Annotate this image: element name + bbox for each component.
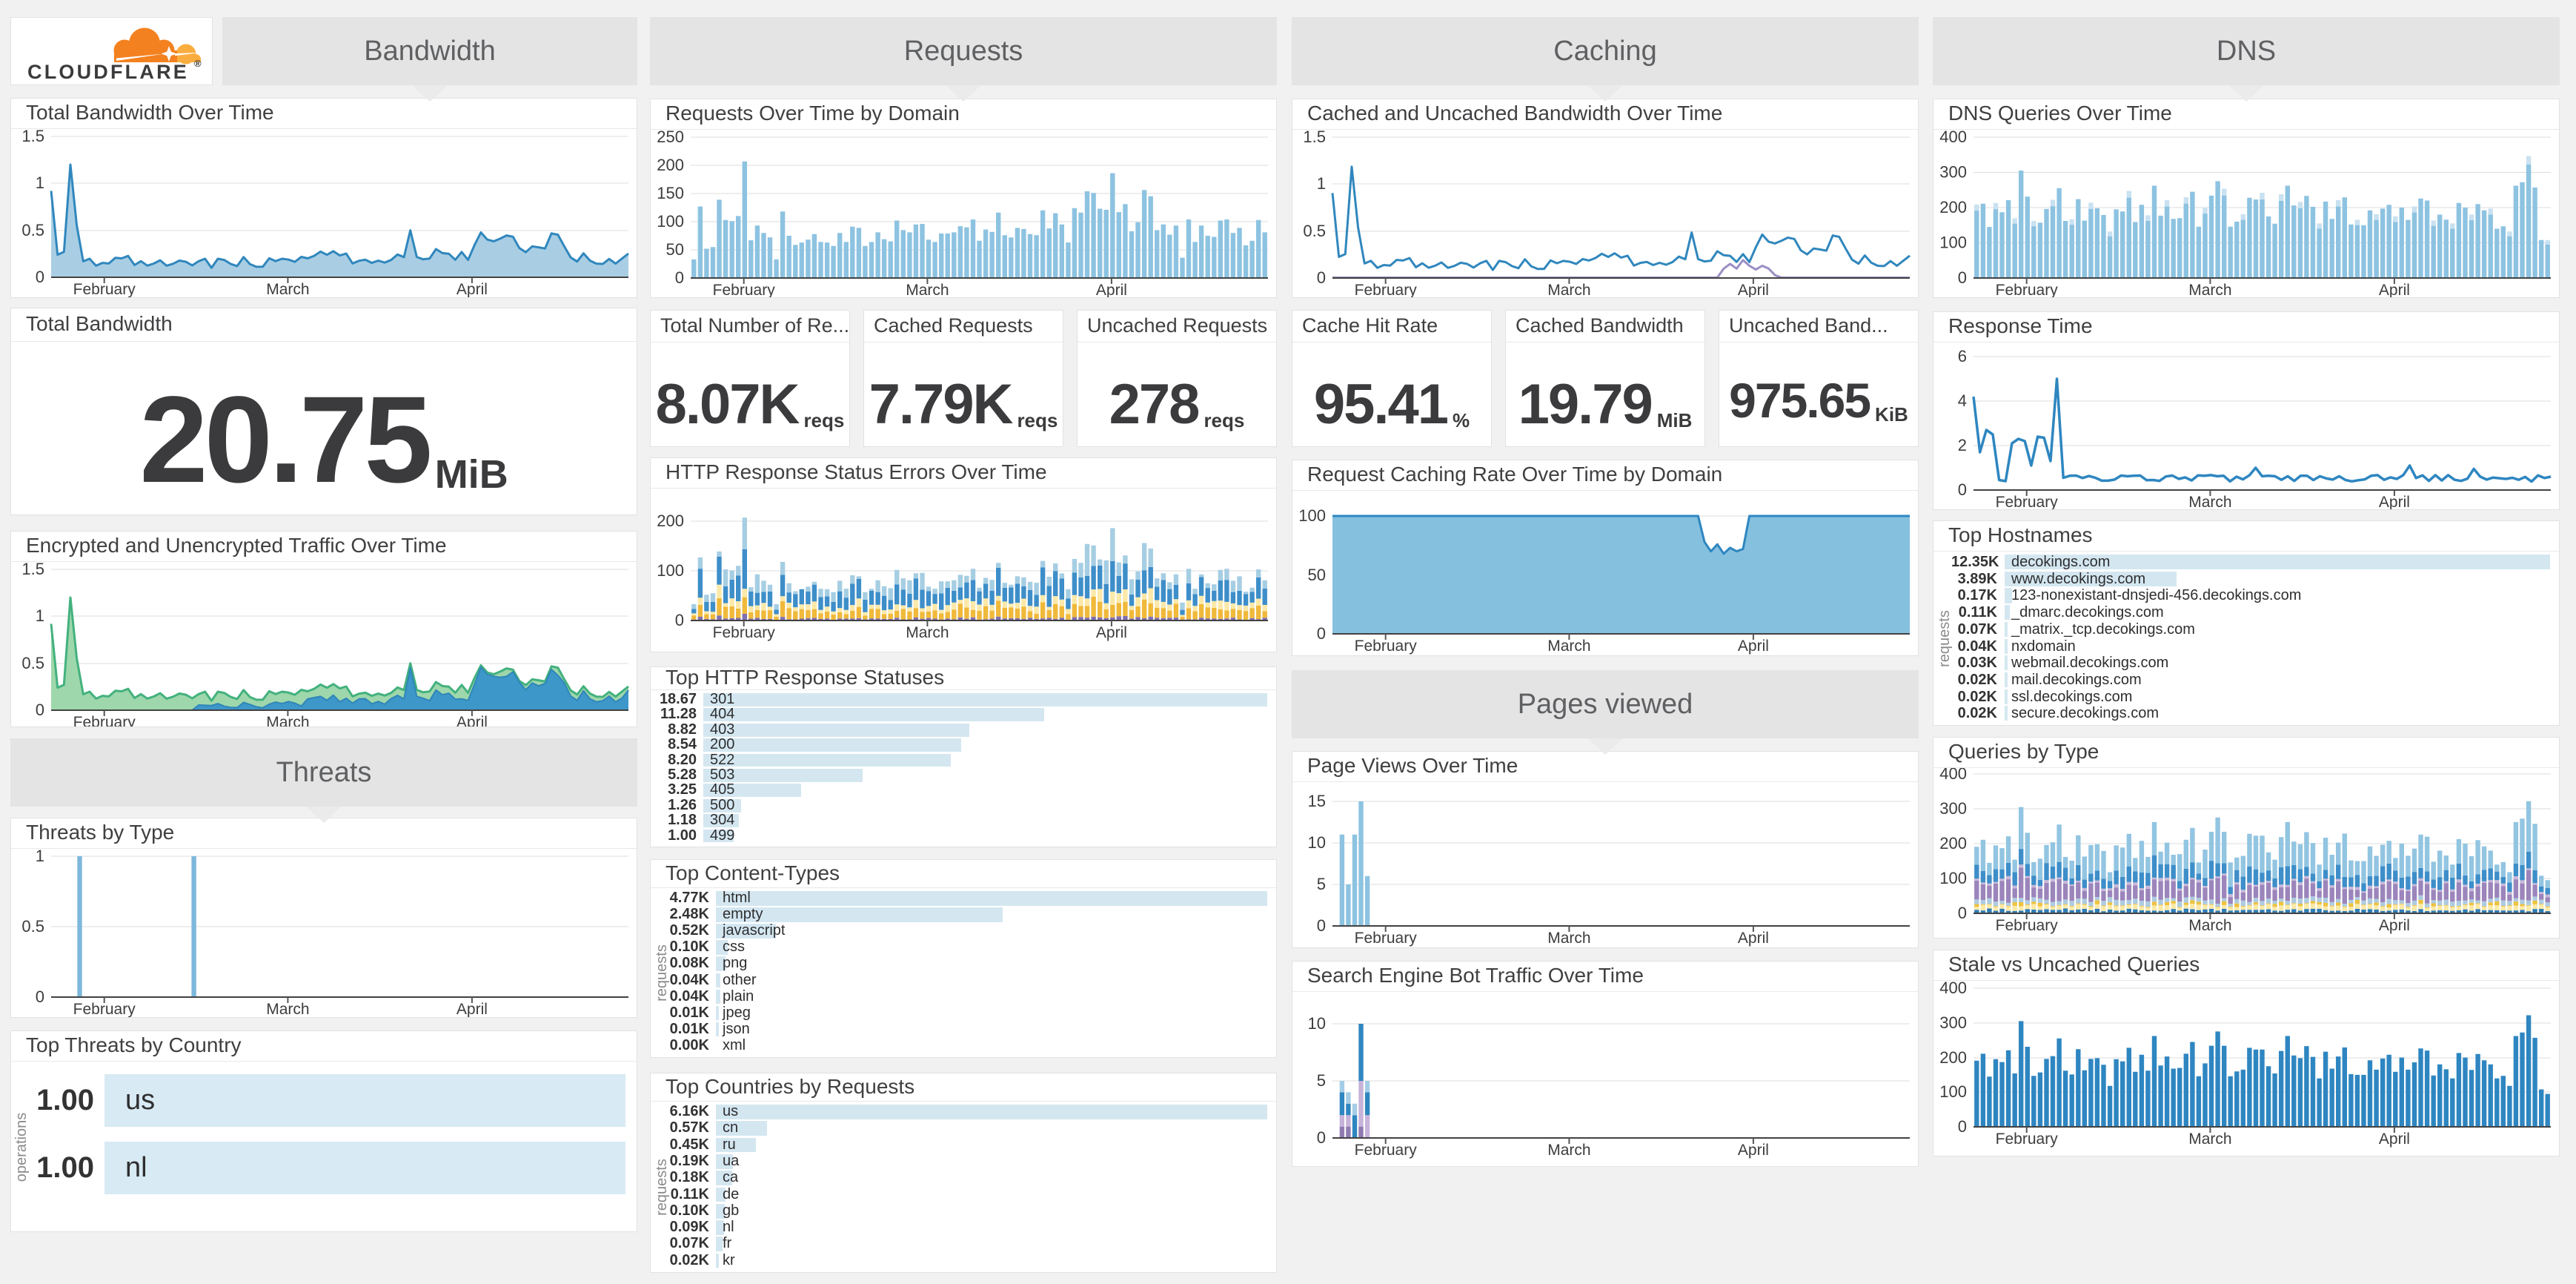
svg-text:50: 50 <box>666 240 684 259</box>
svg-text:0: 0 <box>675 611 684 629</box>
svg-text:0: 0 <box>1317 268 1326 287</box>
svg-text:0.5: 0.5 <box>21 221 44 239</box>
svg-text:0: 0 <box>1958 904 1967 922</box>
svg-text:250: 250 <box>657 130 684 146</box>
svg-text:1.5: 1.5 <box>21 562 44 578</box>
svg-text:April: April <box>457 714 488 727</box>
svg-text:300: 300 <box>1939 1013 1967 1032</box>
svg-text:0: 0 <box>1317 624 1326 643</box>
svg-text:March: March <box>906 624 949 641</box>
svg-text:March: March <box>906 282 949 298</box>
svg-text:February: February <box>1355 930 1418 947</box>
svg-text:0: 0 <box>36 701 44 719</box>
svg-text:February: February <box>73 1001 136 1018</box>
svg-text:April: April <box>2379 494 2410 510</box>
svg-text:February: February <box>73 714 136 727</box>
svg-text:®: ® <box>194 58 202 69</box>
svg-text:1: 1 <box>1317 174 1326 193</box>
svg-text:March: March <box>1547 638 1590 655</box>
svg-text:6: 6 <box>1958 347 1967 365</box>
svg-text:February: February <box>1355 282 1418 298</box>
svg-text:March: March <box>266 1001 309 1018</box>
svg-text:5: 5 <box>1317 875 1326 893</box>
svg-text:March: March <box>2188 917 2231 934</box>
svg-text:March: March <box>2188 494 2231 510</box>
svg-text:100: 100 <box>1939 234 1967 252</box>
svg-text:0: 0 <box>1958 268 1967 287</box>
svg-text:10: 10 <box>1308 833 1326 852</box>
svg-text:400: 400 <box>1939 130 1967 146</box>
svg-text:April: April <box>1738 638 1769 655</box>
svg-text:200: 200 <box>1939 834 1967 853</box>
svg-text:400: 400 <box>1939 768 1967 783</box>
svg-text:10: 10 <box>1308 1014 1326 1033</box>
svg-text:April: April <box>457 281 488 298</box>
svg-text:February: February <box>1355 1142 1418 1159</box>
svg-text:March: March <box>1547 1142 1590 1159</box>
svg-text:5: 5 <box>1317 1071 1326 1090</box>
svg-text:100: 100 <box>1939 1082 1967 1101</box>
svg-text:4: 4 <box>1958 391 1967 410</box>
svg-text:February: February <box>73 281 136 298</box>
svg-text:April: April <box>1738 930 1769 947</box>
svg-text:200: 200 <box>657 512 684 530</box>
svg-text:0: 0 <box>36 987 44 1006</box>
svg-text:200: 200 <box>1939 198 1967 216</box>
svg-text:April: April <box>457 1001 488 1018</box>
svg-text:February: February <box>713 282 776 298</box>
svg-text:300: 300 <box>1939 799 1967 818</box>
svg-text:0: 0 <box>36 268 44 286</box>
svg-text:February: February <box>1996 917 2059 934</box>
svg-text:0.5: 0.5 <box>21 917 44 936</box>
svg-text:April: April <box>1096 624 1127 641</box>
svg-text:200: 200 <box>1939 1048 1967 1067</box>
svg-text:April: April <box>1738 1142 1769 1159</box>
svg-text:1.5: 1.5 <box>21 129 44 145</box>
svg-text:February: February <box>1355 638 1418 655</box>
svg-text:March: March <box>1547 930 1590 947</box>
svg-text:200: 200 <box>657 156 684 174</box>
svg-text:February: February <box>1996 494 2059 510</box>
svg-text:April: April <box>1738 282 1769 298</box>
svg-text:400: 400 <box>1939 981 1967 997</box>
svg-text:0: 0 <box>1317 916 1326 935</box>
svg-text:March: March <box>2188 1131 2231 1148</box>
svg-text:1: 1 <box>36 173 44 192</box>
svg-text:2: 2 <box>1958 436 1967 454</box>
svg-text:100: 100 <box>657 212 684 231</box>
svg-text:CLOUDFLARE: CLOUDFLARE <box>27 61 189 82</box>
svg-text:0: 0 <box>1317 1128 1326 1147</box>
svg-text:March: March <box>2188 282 2231 298</box>
svg-text:0.5: 0.5 <box>21 654 44 672</box>
svg-text:April: April <box>2379 282 2410 298</box>
svg-text:1.5: 1.5 <box>1303 130 1326 146</box>
svg-text:February: February <box>1996 282 2059 298</box>
svg-text:March: March <box>266 281 309 298</box>
svg-text:February: February <box>713 624 776 641</box>
svg-text:0: 0 <box>675 268 684 287</box>
svg-text:March: March <box>266 714 309 727</box>
svg-text:April: April <box>2379 917 2410 934</box>
svg-text:0: 0 <box>1958 1117 1967 1136</box>
svg-text:April: April <box>2379 1131 2410 1148</box>
svg-text:March: March <box>1547 282 1590 298</box>
svg-text:0.5: 0.5 <box>1303 222 1326 240</box>
svg-text:1: 1 <box>36 606 44 625</box>
svg-text:150: 150 <box>657 184 684 202</box>
svg-text:1: 1 <box>36 849 44 865</box>
svg-text:100: 100 <box>1298 506 1326 525</box>
svg-text:15: 15 <box>1308 792 1326 810</box>
svg-text:300: 300 <box>1939 163 1967 182</box>
svg-text:February: February <box>1996 1131 2059 1148</box>
svg-text:50: 50 <box>1308 566 1326 584</box>
svg-text:0: 0 <box>1958 480 1967 499</box>
svg-text:100: 100 <box>1939 869 1967 887</box>
svg-text:April: April <box>1096 282 1127 298</box>
svg-text:100: 100 <box>657 561 684 580</box>
